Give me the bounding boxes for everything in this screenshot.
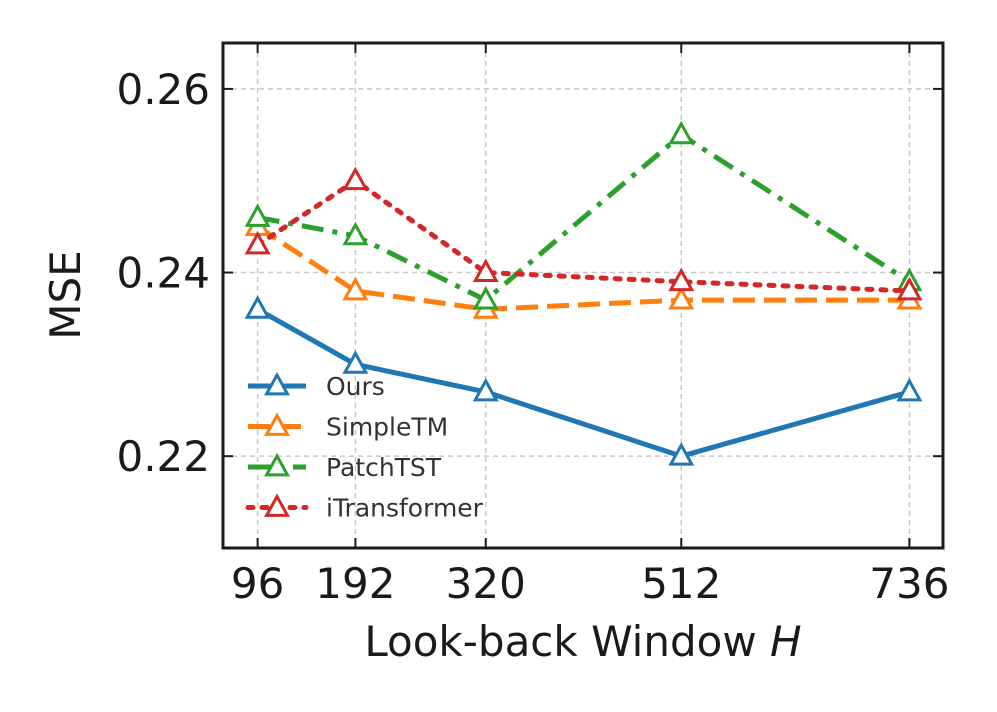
y-axis-label: MSE [41,250,90,339]
data-point-simpletm [342,276,369,301]
legend-marker-patchtst [264,452,290,477]
legend: Ours SimpleTM PatchTST iTransformer [245,371,484,523]
plot-frame [221,41,945,550]
data-point-itransformer [896,276,923,301]
data-point-ours [668,442,695,466]
legend-marker-simpletm [264,412,290,436]
legend-label-simpletm: SimpleTM [326,413,448,442]
data-point-patchtst [668,120,695,145]
x-axis-label: Look-back Window H [364,617,801,666]
series-layer [244,120,923,466]
data-point-ours [244,295,271,319]
data-point-ours [472,377,499,402]
y-tick-label: 0.24 [116,249,210,298]
data-point-itransformer [244,230,271,255]
x-axis-label-text: Look-back Window [364,617,756,666]
series-ours [244,295,923,466]
x-tick-label: 512 [641,559,721,608]
data-point-ours [896,377,923,402]
series-simpletm [244,212,923,319]
data-point-ours [342,350,369,374]
legend-item-itransformer: iTransformer [245,493,484,523]
series-patchtst [244,120,923,310]
legend-item-simpletm: SimpleTM [248,412,448,442]
series-line-itransformer [255,178,912,294]
y-tick-label: 0.26 [116,65,210,114]
x-tick-label: 192 [315,559,395,608]
legend-item-ours: Ours [248,371,385,401]
data-point-simpletm [668,285,695,310]
legend-label-itransformer: iTransformer [326,494,484,523]
x-tick-label: 96 [231,559,284,608]
data-point-itransformer [472,258,499,282]
legend-label-ours: Ours [326,372,385,401]
legend-item-patchtst: PatchTST [248,452,442,482]
series-itransformer [244,166,923,301]
data-point-itransformer [342,166,369,191]
x-tick-label: 736 [869,559,949,608]
x-axis-label-variable: H [770,617,802,666]
x-tick-label: 320 [446,559,526,608]
data-point-itransformer [668,267,695,292]
data-point-patchtst [342,221,369,246]
y-tick-label: 0.22 [116,432,210,481]
legend-label-patchtst: PatchTST [326,453,442,482]
data-point-patchtst [472,285,499,310]
legend-marker-itransformer [264,493,290,517]
axis-ticks: 96 192 320 512 736 0.22 0.24 0.26 [116,43,949,608]
legend-marker-ours [264,371,290,396]
data-point-patchtst [244,203,271,227]
